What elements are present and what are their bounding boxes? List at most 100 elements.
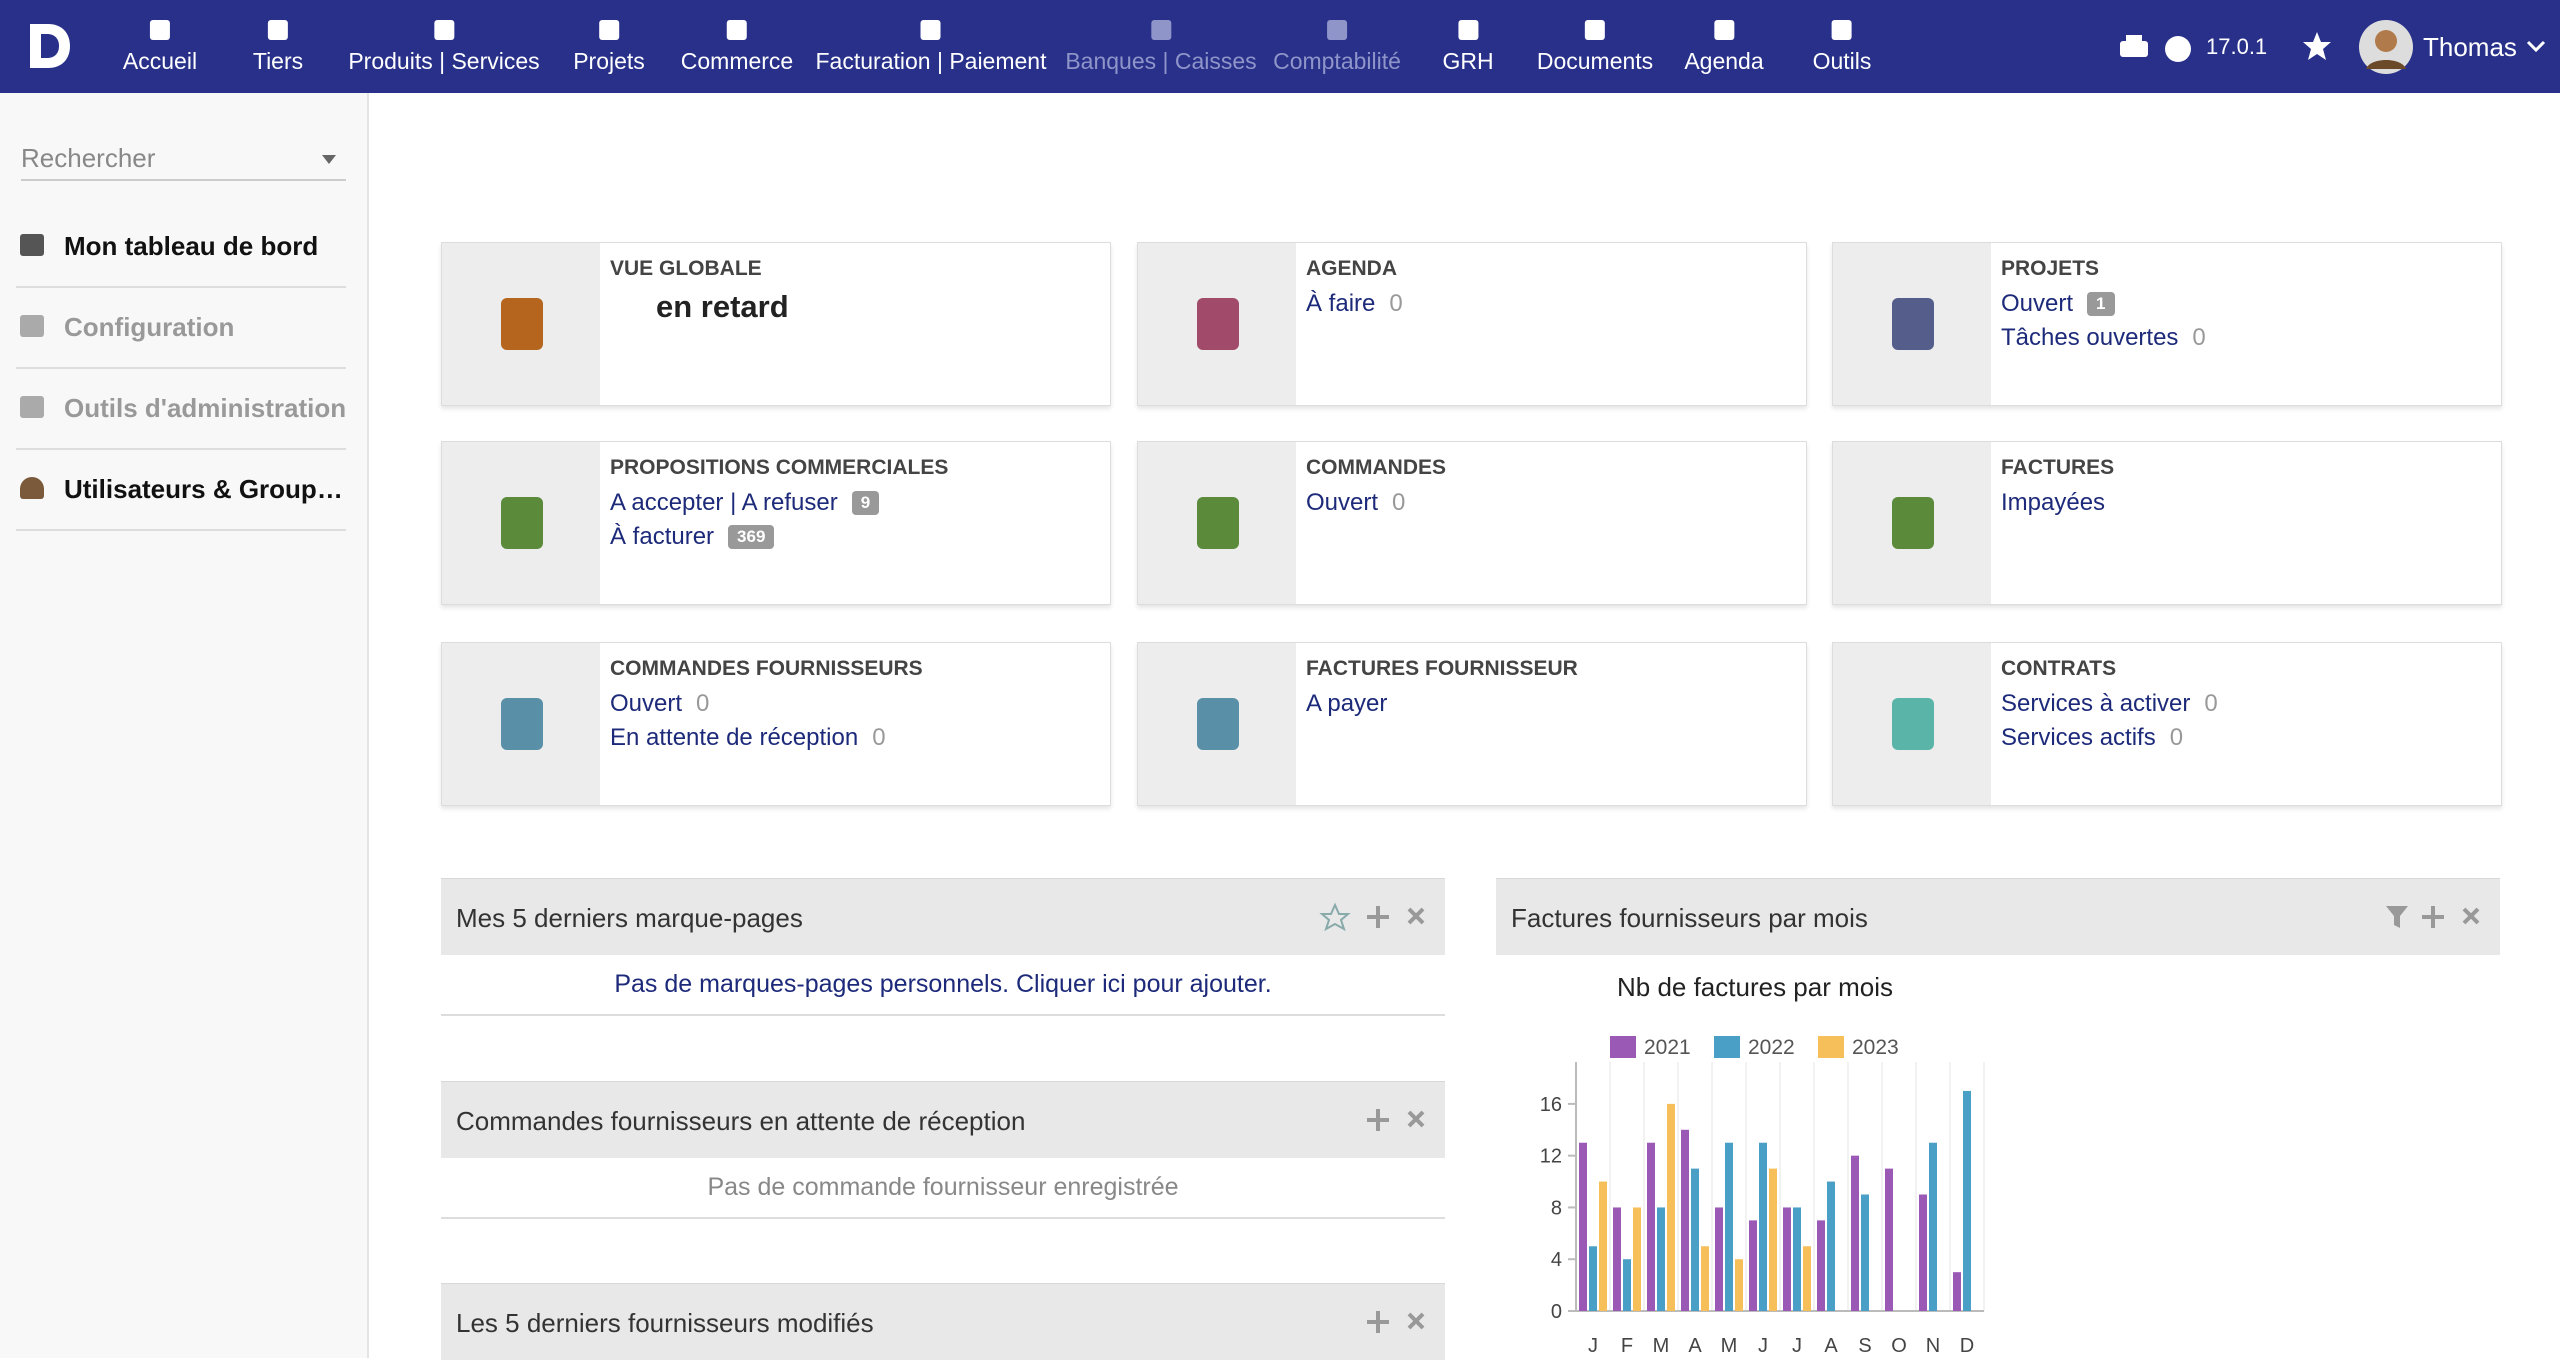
menu-item[interactable]: Projets: [573, 0, 645, 93]
info-label: Ouvert: [2001, 290, 2074, 317]
menu-item[interactable]: Agenda: [1684, 0, 1764, 93]
legend-swatch: [1818, 1036, 1844, 1058]
bar: [1793, 1207, 1801, 1311]
sidebar-item[interactable]: Utilisateurs & Group…: [16, 449, 346, 531]
menu-item[interactable]: GRH: [1442, 0, 1494, 93]
info-box-icon: [1833, 243, 1991, 405]
bookmark-star[interactable]: [2302, 31, 2332, 61]
info-line[interactable]: A accepter | A refuser 9: [610, 489, 880, 517]
info-box-icon: [442, 243, 600, 405]
sidebar-item[interactable]: Configuration: [16, 287, 346, 369]
bar: [1657, 1207, 1665, 1311]
icon-glyph: [1197, 298, 1239, 350]
info-box-title: COMMANDES: [1306, 456, 1446, 479]
menu-item[interactable]: Commerce: [681, 0, 793, 93]
bar: [1623, 1259, 1631, 1311]
menu-item[interactable]: Banques | Caisses: [1065, 0, 1257, 93]
sidebar-label: Configuration: [64, 312, 235, 342]
menu-item[interactable]: Outils: [1813, 0, 1871, 93]
widget-header: Les 5 derniers fournisseurs modifiés: [441, 1283, 1445, 1360]
x-tick-label: J: [1792, 1335, 1802, 1357]
info-line[interactable]: Services à activer 0: [2001, 690, 2218, 718]
search-box[interactable]: Rechercher: [21, 143, 346, 181]
widget-controls[interactable]: [1303, 902, 1433, 932]
toolbar-icons[interactable]: [2118, 33, 2198, 63]
bar: [1749, 1220, 1757, 1311]
info-label: Ouvert: [610, 690, 683, 717]
info-box[interactable]: AGENDA À faire 0: [1137, 242, 1807, 406]
icon-glyph: [1197, 497, 1239, 549]
info-line[interactable]: Ouvert 0: [610, 690, 709, 718]
menu-item[interactable]: Tiers: [253, 0, 303, 93]
legend-label: 2023: [1852, 1036, 1899, 1059]
icon-glyph: [1892, 298, 1934, 350]
widget-controls[interactable]: [1303, 1307, 1433, 1337]
bar: [1725, 1142, 1733, 1311]
info-line[interactable]: À facturer 369: [610, 523, 775, 551]
info-box[interactable]: COMMANDES FOURNISSEURS Ouvert 0 En attente …: [441, 642, 1111, 806]
avatar[interactable]: [2358, 19, 2414, 75]
info-box[interactable]: VUE GLOBALE en retard: [441, 242, 1111, 406]
menu-label: Comptabilité: [1273, 48, 1401, 74]
bar: [1691, 1168, 1699, 1311]
info-box-title: PROPOSITIONS COMMERCIALES: [610, 456, 949, 479]
user-chevron[interactable]: [2526, 40, 2546, 54]
menu-label: Banques | Caisses: [1065, 48, 1257, 74]
sidebar-item[interactable]: Outils d'administration: [16, 368, 346, 450]
info-box[interactable]: PROJETS Ouvert 1 Tâches ouvertes 0: [1832, 242, 2502, 406]
bar: [1589, 1246, 1597, 1311]
widget-body[interactable]: Pas de marques-pages personnels. Cliquer…: [441, 954, 1445, 1016]
widget-message: Pas de commande fournisseur enregistrée: [707, 1173, 1179, 1201]
logo[interactable]: [28, 22, 72, 70]
y-tick-label: 12: [1540, 1146, 1562, 1168]
bar: [1599, 1181, 1607, 1311]
menu-item[interactable]: Documents: [1537, 0, 1653, 93]
menu-icon: [267, 20, 288, 40]
info-box-icon: [442, 643, 600, 805]
menu-item[interactable]: Accueil: [123, 0, 197, 93]
info-box[interactable]: FACTURES FOURNISSEUR A payer: [1137, 642, 1807, 806]
info-box-title: CONTRATS: [2001, 657, 2117, 680]
info-line[interactable]: Impayées: [2001, 489, 2105, 517]
widget-controls[interactable]: [2358, 902, 2488, 932]
widget-message[interactable]: Pas de marques-pages personnels. Cliquer…: [614, 970, 1272, 998]
x-tick-label: D: [1960, 1335, 1974, 1357]
sidebar: Rechercher Mon tableau de bord Configurat…: [0, 93, 369, 1358]
widget-controls[interactable]: [1303, 1105, 1433, 1135]
menu-item[interactable]: Comptabilité: [1273, 0, 1401, 93]
info-box-title: VUE GLOBALE: [610, 257, 762, 280]
info-line[interactable]: En attente de réception 0: [610, 724, 886, 752]
info-box[interactable]: PROPOSITIONS COMMERCIALES A accepter | A …: [441, 441, 1111, 605]
info-box-title: PROJETS: [2001, 257, 2100, 280]
info-box[interactable]: COMMANDES Ouvert 0: [1137, 441, 1807, 605]
widget-header: Factures fournisseurs par mois: [1496, 878, 2500, 955]
search-caret: [322, 155, 336, 164]
icon-glyph: [1197, 698, 1239, 750]
info-line[interactable]: À faire 0: [1306, 290, 1403, 318]
sidebar-item[interactable]: Mon tableau de bord: [16, 206, 346, 288]
info-line[interactable]: Ouvert 0: [1306, 489, 1405, 517]
menu-label: Produits | Services: [348, 48, 540, 74]
info-box-icon: [1833, 442, 1991, 604]
user-name[interactable]: Thomas: [2423, 32, 2517, 62]
sidebar-label: Mon tableau de bord: [64, 231, 319, 261]
info-label: À faire: [1306, 290, 1376, 317]
info-label: À facturer: [610, 523, 715, 550]
menu-label: Tiers: [252, 48, 304, 74]
info-box[interactable]: FACTURES Impayées: [1832, 441, 2502, 605]
info-line[interactable]: A payer: [1306, 690, 1387, 718]
menu-item[interactable]: Facturation | Paiement: [816, 0, 1046, 93]
info-line[interactable]: Services actifs 0: [2001, 724, 2183, 752]
menu-label: Agenda: [1684, 48, 1764, 74]
sidebar-icon: [20, 234, 44, 256]
menu-item[interactable]: Produits | Services: [348, 0, 540, 93]
search-placeholder: Rechercher: [21, 143, 156, 173]
info-box-icon: [1138, 442, 1296, 604]
info-box[interactable]: CONTRATS Services à activer 0 Services acti…: [1832, 642, 2502, 806]
sidebar-icon: [20, 477, 44, 499]
info-line[interactable]: Tâches ouvertes 0: [2001, 324, 2206, 352]
count: 0: [2192, 324, 2206, 351]
x-tick-label: M: [1653, 1335, 1670, 1357]
info-line[interactable]: Ouvert 1: [2001, 290, 2115, 318]
info-box-title: AGENDA: [1306, 257, 1398, 280]
